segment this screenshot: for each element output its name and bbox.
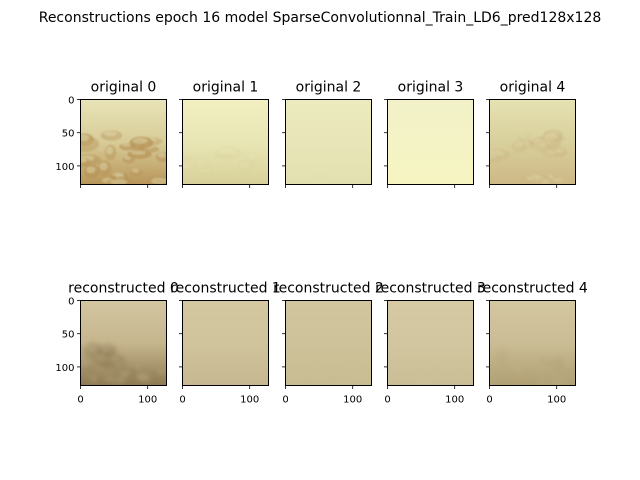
panel-title: reconstructed 2 [273,281,384,297]
x-tick-label: 0 [282,395,288,406]
x-tick-label: 0 [179,395,185,406]
y-tick-label: 100 [55,162,74,173]
x-tick-label: 0 [77,395,83,406]
panel-title: reconstructed 3 [375,281,486,297]
image-texture [80,342,167,386]
image-texture [80,130,167,185]
image-texture [182,363,269,386]
image-panel: original 2 [282,80,372,188]
image-panel: reconstructed 2 0 100 [273,281,384,406]
image-texture [182,145,261,177]
axes-frame [285,99,372,185]
panel-title: original 0 [91,80,157,96]
axes-frame [285,300,372,386]
y-tick-label: 0 [68,96,74,107]
axes-frame [182,99,269,185]
image-panel: original 3 [384,80,474,188]
image-panel: original 1 [179,80,269,188]
image-texture [489,349,576,386]
image-panel: original 4 [486,80,576,188]
image-panel: original 0 0 50 100 [55,80,167,188]
axes-frame [387,99,474,185]
figure-title: Reconstructions epoch 16 model SparseCon… [39,10,602,26]
panel-title: reconstructed 4 [477,281,588,297]
image-panel: reconstructed 4 0 100 [477,281,588,406]
image-texture [489,129,568,185]
image-panel: reconstructed 1 0 100 [170,281,281,406]
axes-frame [80,99,167,185]
y-tick-label: 50 [62,330,75,341]
x-tick-label: 100 [547,395,566,406]
axes-frame [182,300,269,386]
panel-title: original 1 [193,80,259,96]
image-texture [413,170,474,185]
axes-frame [387,300,474,386]
x-tick-label: 100 [445,395,464,406]
axes-frame [489,99,576,185]
image-background [182,99,269,185]
axes-frame [489,300,576,386]
x-tick-label: 0 [486,395,492,406]
y-tick-label: 100 [55,363,74,374]
image-background [387,99,474,185]
image-grid: original 0 0 50 100 original 1 original 2 orig… [55,80,588,406]
panel-title: original 2 [296,80,362,96]
image-texture [387,363,467,386]
axes-frame [80,300,167,386]
x-tick-label: 100 [343,395,362,406]
image-texture [285,156,333,181]
y-tick-label: 50 [62,129,75,140]
panel-title: reconstructed 1 [170,281,281,297]
panel-title: reconstructed 0 [68,281,179,297]
panel-title: original 4 [500,80,566,96]
x-tick-label: 100 [138,395,157,406]
x-tick-label: 100 [240,395,259,406]
x-tick-label: 0 [384,395,390,406]
image-background [489,300,576,386]
image-texture [299,366,367,386]
panel-title: original 3 [398,80,464,96]
y-tick-label: 0 [68,297,74,308]
image-panel: reconstructed 3 0 100 [375,281,486,406]
